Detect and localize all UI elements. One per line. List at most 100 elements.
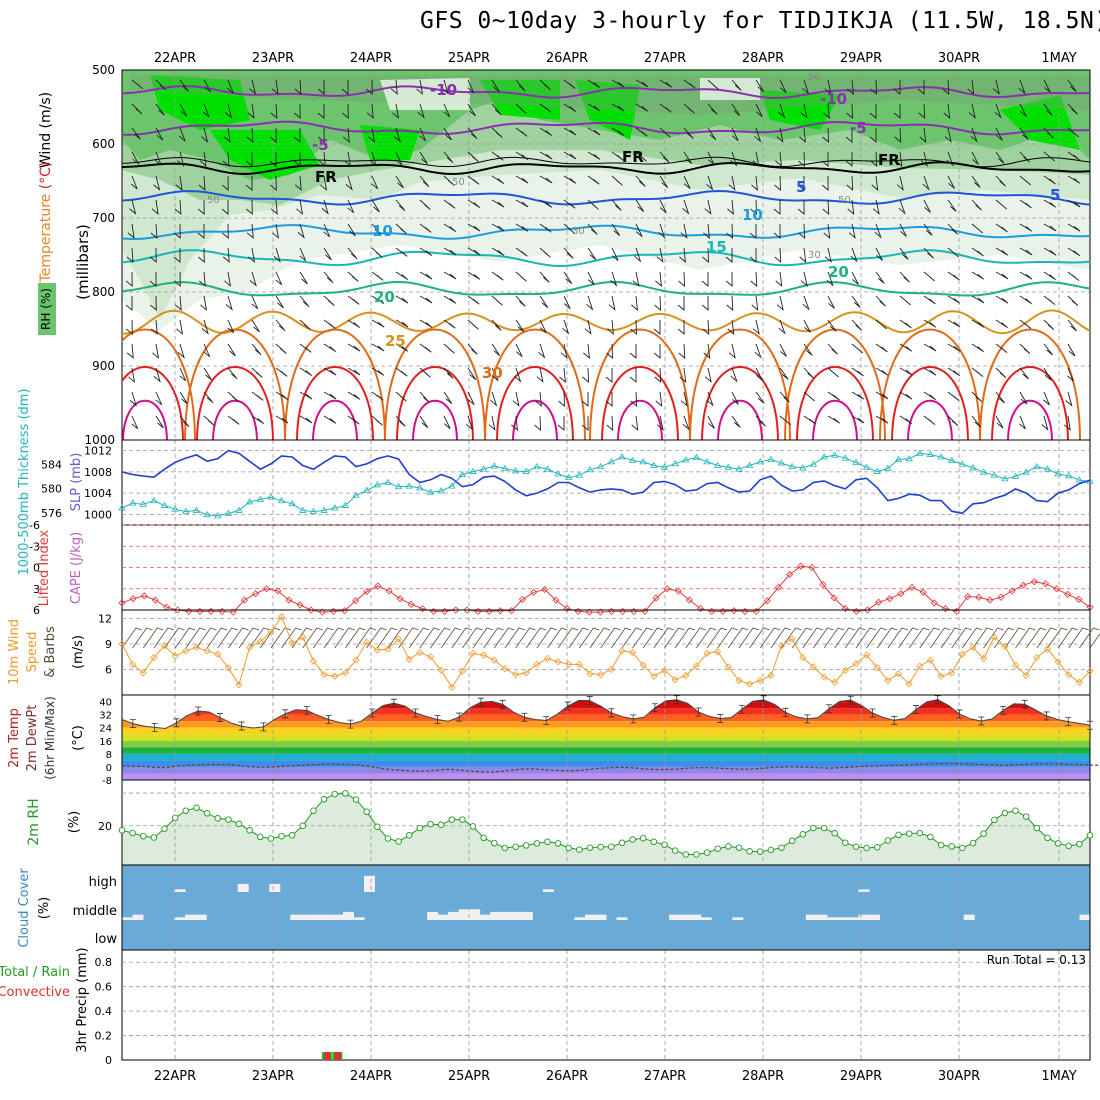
upper-wind-barb bbox=[755, 103, 763, 117]
upper-wind-barb bbox=[371, 295, 385, 304]
wind-speed-line-marker bbox=[873, 664, 881, 672]
rh-line-marker bbox=[533, 840, 541, 847]
rh-line-marker bbox=[437, 821, 445, 829]
upper-wind-barb bbox=[659, 199, 667, 213]
upper-wind-barb bbox=[317, 104, 325, 119]
upper-wind-barb bbox=[827, 367, 839, 378]
upper-wind-barb bbox=[823, 223, 831, 239]
surface-wind-barb bbox=[472, 627, 494, 649]
upper-wind-barb bbox=[563, 247, 574, 259]
upper-wind-barb bbox=[395, 415, 406, 427]
contour-label: 30 bbox=[572, 226, 585, 237]
contour-label: 5 bbox=[796, 178, 806, 196]
li-line-marker bbox=[808, 563, 816, 572]
li-line-marker bbox=[363, 588, 371, 596]
lower-panels: 1012 1008 1004 1000 584 580 576-6 -3 0 3 6 12 9 6 40 32… bbox=[29, 439, 1100, 1067]
surface-wind-barb bbox=[462, 627, 483, 649]
upper-wind-barb bbox=[512, 391, 520, 407]
upper-wind-barb bbox=[899, 391, 913, 400]
upper-wind-barb bbox=[751, 295, 759, 311]
temp-band bbox=[122, 766, 1090, 774]
upper-wind-barb bbox=[293, 103, 301, 119]
li-line-marker bbox=[318, 608, 326, 616]
upper-wind-barb bbox=[895, 151, 903, 167]
upper-wind-barb bbox=[174, 271, 181, 287]
upper-wind-barb bbox=[201, 319, 209, 335]
rh-line-marker bbox=[469, 823, 477, 830]
rh-line-marker bbox=[863, 844, 870, 852]
upper-wind-barb bbox=[417, 103, 425, 119]
contour-40-dome bbox=[907, 399, 953, 440]
upper-wind-barb bbox=[923, 271, 935, 282]
upper-wind-barb bbox=[871, 175, 879, 191]
date-bottom-label: 26APR bbox=[546, 1069, 588, 1084]
cloud-bar-middle bbox=[195, 914, 207, 920]
upper-wind-barb bbox=[178, 127, 186, 142]
rh-line-marker bbox=[905, 830, 913, 837]
upper-wind-barb bbox=[779, 79, 787, 93]
wind-speed-line-marker bbox=[788, 635, 796, 643]
upper-wind-barb bbox=[587, 79, 601, 88]
thickness-line-marker bbox=[554, 470, 562, 477]
rh-line-marker bbox=[320, 796, 328, 803]
temp-minmax-marker bbox=[173, 718, 180, 728]
surface-wind-barb bbox=[196, 627, 217, 649]
upper-wind-barb bbox=[1043, 151, 1055, 162]
upper-wind-barb bbox=[323, 415, 337, 424]
upper-wind-barb bbox=[923, 367, 937, 376]
upper-wind-barb bbox=[875, 247, 883, 261]
wind-speed-line-marker bbox=[171, 652, 179, 660]
upper-wind-barb bbox=[395, 319, 409, 328]
upper-wind-barb bbox=[321, 199, 329, 215]
upper-wind-barb bbox=[155, 391, 163, 406]
temp-minmax-marker bbox=[216, 713, 223, 722]
upper-wind-barb bbox=[318, 127, 325, 143]
cloud-bar-middle bbox=[816, 914, 828, 920]
thickness-line-marker bbox=[1022, 468, 1030, 475]
cloud-bar-middle bbox=[858, 914, 870, 920]
li-line-marker bbox=[763, 597, 771, 605]
wind-speed-line-marker bbox=[320, 671, 328, 679]
li-line-marker bbox=[263, 585, 271, 593]
upper-wind-barb bbox=[323, 391, 337, 400]
thickness-line-marker bbox=[1054, 470, 1062, 477]
wind-speed-line-marker bbox=[777, 642, 786, 650]
upper-wind-barb bbox=[803, 367, 814, 379]
upper-wind-barb bbox=[275, 295, 284, 309]
upper-wind-barb bbox=[995, 151, 1005, 164]
upper-wind-barb bbox=[131, 415, 139, 430]
surface-wind-barb bbox=[791, 627, 813, 649]
upper-wind-barb bbox=[125, 296, 133, 311]
upper-wind-barb bbox=[803, 343, 813, 356]
li-line-marker bbox=[1064, 590, 1072, 598]
thickness-line-marker bbox=[639, 458, 647, 465]
upper-wind-barb bbox=[128, 367, 136, 383]
wind-speed-line-marker bbox=[214, 650, 222, 658]
upper-wind-barb bbox=[971, 223, 983, 234]
upper-wind-barb bbox=[730, 367, 738, 383]
thickness-line-marker bbox=[830, 451, 839, 458]
surface-wind-barb bbox=[802, 627, 823, 649]
li-line-marker bbox=[530, 588, 538, 596]
upper-wind-barb bbox=[536, 367, 544, 383]
temp-minmax-marker bbox=[1065, 717, 1072, 727]
li-line-marker bbox=[596, 608, 605, 616]
precip-convective-bar bbox=[323, 1052, 331, 1060]
rh-line-marker bbox=[714, 845, 721, 852]
li-line-marker bbox=[1019, 581, 1027, 589]
upper-wind-barb bbox=[150, 223, 158, 240]
upper-wind-barb bbox=[971, 271, 985, 280]
li-line-marker bbox=[997, 593, 1005, 601]
contour-35-dome bbox=[122, 366, 184, 440]
upper-wind-barb bbox=[245, 151, 253, 167]
thickness-line-marker bbox=[1001, 475, 1009, 482]
temp-minmax-marker bbox=[477, 697, 484, 707]
upper-wind-barb bbox=[752, 151, 760, 167]
contour-5 bbox=[122, 189, 1090, 206]
date-bottom-label: 24APR bbox=[350, 1069, 392, 1084]
dewpoint-line bbox=[122, 762, 1100, 773]
wind-speed-line-marker bbox=[1054, 658, 1062, 666]
cloud-bar-middle bbox=[500, 911, 512, 920]
wind-speed-line-marker bbox=[395, 635, 403, 643]
li-line-marker bbox=[229, 608, 237, 616]
